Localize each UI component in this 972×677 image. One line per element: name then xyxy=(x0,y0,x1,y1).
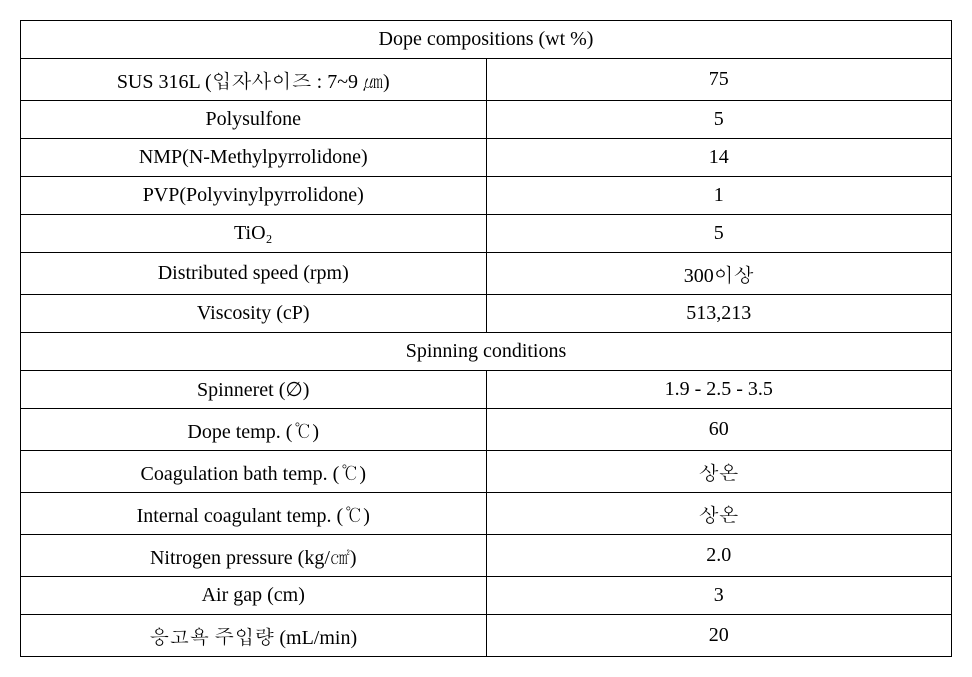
row-value: 513,213 xyxy=(486,295,952,333)
row-label: Air gap (cm) xyxy=(21,577,487,615)
table-row: Coagulation bath temp. (℃) 상온 xyxy=(21,451,952,493)
row-label: Nitrogen pressure (kg/㎠) xyxy=(21,535,487,577)
data-table: Dope compositions (wt %) SUS 316L (입자사이즈… xyxy=(20,20,952,657)
table-row: Internal coagulant temp. (℃) 상온 xyxy=(21,493,952,535)
row-value: 300이상 xyxy=(486,253,952,295)
row-label: Dope temp. (℃) xyxy=(21,409,487,451)
row-value: 60 xyxy=(486,409,952,451)
row-label: Viscosity (cP) xyxy=(21,295,487,333)
row-value: 2.0 xyxy=(486,535,952,577)
row-label: TiO₂ xyxy=(21,215,487,253)
table-row: 응고욕 주입량 (mL/min) 20 xyxy=(21,615,952,657)
table-row: Nitrogen pressure (kg/㎠) 2.0 xyxy=(21,535,952,577)
table-row: NMP(N-Methylpyrrolidone) 14 xyxy=(21,139,952,177)
table-body: Dope compositions (wt %) SUS 316L (입자사이즈… xyxy=(21,21,952,657)
table-row: Air gap (cm) 3 xyxy=(21,577,952,615)
section-header-row: Spinning conditions xyxy=(21,333,952,371)
table-row: TiO₂ 5 xyxy=(21,215,952,253)
table-row: PVP(Polyvinylpyrrolidone) 1 xyxy=(21,177,952,215)
section-header: Dope compositions (wt %) xyxy=(21,21,952,59)
row-value: 5 xyxy=(486,215,952,253)
row-value: 5 xyxy=(486,101,952,139)
row-value: 14 xyxy=(486,139,952,177)
row-label: Distributed speed (rpm) xyxy=(21,253,487,295)
row-value: 1.9 - 2.5 - 3.5 xyxy=(486,371,952,409)
table-row: SUS 316L (입자사이즈 : 7~9 ㎛) 75 xyxy=(21,59,952,101)
row-value: 3 xyxy=(486,577,952,615)
table-row: Distributed speed (rpm) 300이상 xyxy=(21,253,952,295)
row-label: SUS 316L (입자사이즈 : 7~9 ㎛) xyxy=(21,59,487,101)
row-value: 상온 xyxy=(486,493,952,535)
row-label: Internal coagulant temp. (℃) xyxy=(21,493,487,535)
row-label: Polysulfone xyxy=(21,101,487,139)
table-row: Spinneret (∅) 1.9 - 2.5 - 3.5 xyxy=(21,371,952,409)
row-label: 응고욕 주입량 (mL/min) xyxy=(21,615,487,657)
row-label: PVP(Polyvinylpyrrolidone) xyxy=(21,177,487,215)
row-value: 75 xyxy=(486,59,952,101)
table-row: Viscosity (cP) 513,213 xyxy=(21,295,952,333)
row-value: 1 xyxy=(486,177,952,215)
row-label: Spinneret (∅) xyxy=(21,371,487,409)
row-label: Coagulation bath temp. (℃) xyxy=(21,451,487,493)
row-label: NMP(N-Methylpyrrolidone) xyxy=(21,139,487,177)
row-value: 상온 xyxy=(486,451,952,493)
section-header: Spinning conditions xyxy=(21,333,952,371)
section-header-row: Dope compositions (wt %) xyxy=(21,21,952,59)
row-value: 20 xyxy=(486,615,952,657)
table-row: Polysulfone 5 xyxy=(21,101,952,139)
table-row: Dope temp. (℃) 60 xyxy=(21,409,952,451)
